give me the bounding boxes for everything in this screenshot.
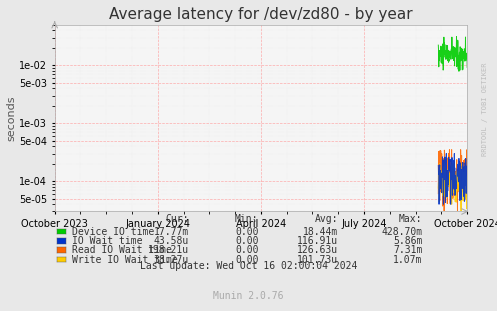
Text: RRDTOOL / TOBI OETIKER: RRDTOOL / TOBI OETIKER xyxy=(482,62,488,156)
Text: Min:: Min: xyxy=(235,214,258,224)
Text: 1.07m: 1.07m xyxy=(393,255,422,265)
Y-axis label: seconds: seconds xyxy=(6,95,16,141)
Text: 7.31m: 7.31m xyxy=(393,245,422,255)
Text: 38.27u: 38.27u xyxy=(154,255,189,265)
Text: 0.00: 0.00 xyxy=(235,245,258,255)
Text: 0.00: 0.00 xyxy=(235,227,258,237)
Text: Cur:: Cur: xyxy=(166,214,189,224)
Text: 0.00: 0.00 xyxy=(235,255,258,265)
Text: IO Wait time: IO Wait time xyxy=(72,236,143,246)
Text: 116.91u: 116.91u xyxy=(297,236,338,246)
Text: Max:: Max: xyxy=(399,214,422,224)
Text: 198.21u: 198.21u xyxy=(148,245,189,255)
Text: 126.63u: 126.63u xyxy=(297,245,338,255)
Text: Avg:: Avg: xyxy=(315,214,338,224)
Text: 0.00: 0.00 xyxy=(235,236,258,246)
Text: 43.58u: 43.58u xyxy=(154,236,189,246)
Title: Average latency for /dev/zd80 - by year: Average latency for /dev/zd80 - by year xyxy=(109,7,413,22)
Text: 5.86m: 5.86m xyxy=(393,236,422,246)
Text: Write IO Wait time: Write IO Wait time xyxy=(72,255,178,265)
Text: 17.77m: 17.77m xyxy=(154,227,189,237)
Text: 428.70m: 428.70m xyxy=(381,227,422,237)
Text: Device IO time: Device IO time xyxy=(72,227,154,237)
Text: Munin 2.0.76: Munin 2.0.76 xyxy=(213,290,284,300)
Text: Read IO Wait time: Read IO Wait time xyxy=(72,245,172,255)
Text: 101.73u: 101.73u xyxy=(297,255,338,265)
Text: 18.44m: 18.44m xyxy=(303,227,338,237)
Text: Last update: Wed Oct 16 02:00:04 2024: Last update: Wed Oct 16 02:00:04 2024 xyxy=(140,261,357,271)
